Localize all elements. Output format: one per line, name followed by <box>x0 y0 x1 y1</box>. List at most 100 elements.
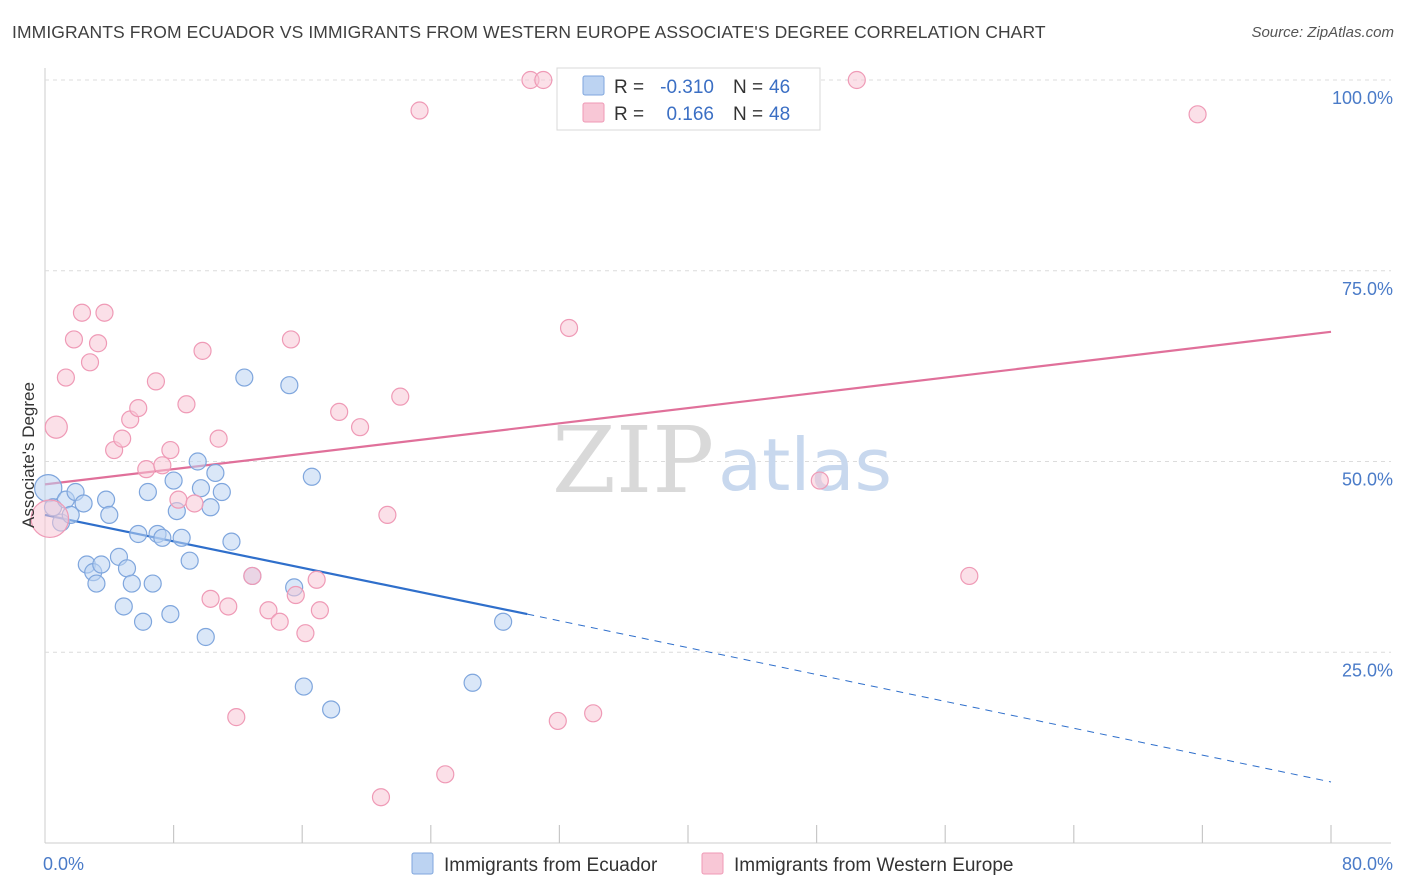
ecuador-point <box>180 551 199 570</box>
stats-swatch-ecuador <box>582 75 605 96</box>
ecuador-point <box>463 673 482 692</box>
western-europe-point <box>193 341 212 360</box>
ecuador-point <box>302 467 321 486</box>
western-europe-point <box>307 570 326 589</box>
trend-line-ecuador <box>44 513 528 616</box>
western-europe-point <box>137 460 156 479</box>
western-europe-point <box>56 368 75 387</box>
stats-r-label-ecuador: R = <box>614 77 644 98</box>
watermark-zip: ZIP <box>552 407 714 514</box>
ecuador-point <box>87 574 106 593</box>
x-tick-label: 80.0% <box>1342 854 1393 874</box>
ecuador-point <box>92 555 111 574</box>
legend-label-western-europe: Immigrants from Western Europe <box>734 855 1013 876</box>
western-europe-point <box>391 387 410 406</box>
western-europe-point <box>960 566 979 586</box>
data-points <box>30 70 1207 807</box>
ecuador-point <box>153 528 172 547</box>
ecuador-point <box>280 376 299 395</box>
ecuador-point <box>294 677 313 696</box>
x-axis-ticks <box>173 825 1332 843</box>
trend-lines <box>44 330 1332 783</box>
y-tick-label: 75.0% <box>1342 279 1393 299</box>
western-europe-point <box>64 330 84 349</box>
ecuador-point <box>143 574 162 593</box>
y-tick-label: 100.0% <box>1332 88 1393 108</box>
western-europe-point <box>810 471 829 490</box>
western-europe-point <box>209 429 228 448</box>
western-europe-point <box>296 624 315 643</box>
ecuador-point <box>235 368 254 387</box>
western-europe-point <box>161 440 180 460</box>
ecuador-point <box>117 559 137 578</box>
y-tick-labels: 25.0% 50.0% 75.0% 100.0% <box>1332 88 1393 680</box>
western-europe-point <box>30 499 70 539</box>
ecuador-point <box>100 505 119 525</box>
x-tick-labels: 0.0% 80.0% <box>43 854 1393 874</box>
western-europe-point <box>169 490 188 509</box>
western-europe-point <box>371 788 391 807</box>
ecuador-point <box>196 627 215 647</box>
stats-n-label-ecuador: N = <box>733 77 763 98</box>
stats-n-label-western-europe: N = <box>733 104 763 125</box>
x-tick-label: 0.0% <box>43 854 84 874</box>
western-europe-point <box>95 303 114 322</box>
western-europe-point <box>286 585 305 605</box>
trend-line-western-europe <box>44 330 1332 486</box>
stats-n-value-western-europe: 48 <box>769 104 790 125</box>
western-europe-point <box>350 418 370 437</box>
ecuador-point <box>129 524 148 544</box>
ecuador-point <box>114 597 133 616</box>
western-europe-point <box>534 70 553 90</box>
western-europe-point <box>113 429 132 448</box>
western-europe-point <box>72 303 92 322</box>
ecuador-point <box>133 612 153 631</box>
legend-swatch-ecuador <box>411 852 434 875</box>
western-europe-point <box>436 765 455 784</box>
watermark-atlas: atlas <box>718 423 892 507</box>
stats-n-value-ecuador: 46 <box>769 77 790 98</box>
western-europe-point <box>548 711 567 731</box>
trend-line-ecuador-extension <box>527 613 1332 783</box>
ecuador-point <box>222 532 241 551</box>
stats-r-label-western-europe: R = <box>614 104 644 125</box>
stats-r-value-western-europe: 0.166 <box>666 104 714 125</box>
ecuador-point <box>96 490 116 509</box>
western-europe-point <box>378 505 397 525</box>
ecuador-point <box>212 482 231 502</box>
y-tick-label: 50.0% <box>1342 470 1393 490</box>
source-credit: Source: ZipAtlas.com <box>1251 24 1394 41</box>
western-europe-point <box>219 597 238 616</box>
ecuador-point <box>172 528 191 547</box>
western-europe-point <box>243 566 262 586</box>
stats-swatch-western-europe <box>582 102 605 123</box>
ecuador-point <box>201 498 220 517</box>
ecuador-point <box>494 612 513 631</box>
western-europe-point <box>146 372 166 391</box>
ecuador-point <box>138 482 157 502</box>
legend: Immigrants from Ecuador Immigrants from … <box>411 852 1013 876</box>
western-europe-point <box>259 601 278 620</box>
ecuador-point <box>161 604 180 624</box>
western-europe-point <box>310 601 329 620</box>
ecuador-point <box>188 452 207 471</box>
western-europe-point <box>185 494 204 513</box>
western-europe-point <box>88 334 108 353</box>
western-europe-point <box>1188 105 1207 124</box>
western-europe-point <box>129 398 148 418</box>
western-europe-point <box>847 70 866 90</box>
western-europe-point <box>153 456 172 475</box>
ecuador-point <box>74 494 93 513</box>
ecuador-point <box>164 471 183 490</box>
western-europe-point <box>80 353 100 372</box>
western-europe-point <box>584 704 603 723</box>
western-europe-point <box>330 402 349 422</box>
y-axis-label: Associate's Degree <box>19 382 38 528</box>
y-tick-label: 25.0% <box>1342 660 1393 680</box>
western-europe-point <box>410 101 429 120</box>
western-europe-point <box>44 415 68 439</box>
western-europe-point <box>281 330 301 349</box>
western-europe-point <box>559 318 579 338</box>
stats-box: R = -0.310 N = 46 R = 0.166 N = 48 <box>556 67 821 131</box>
